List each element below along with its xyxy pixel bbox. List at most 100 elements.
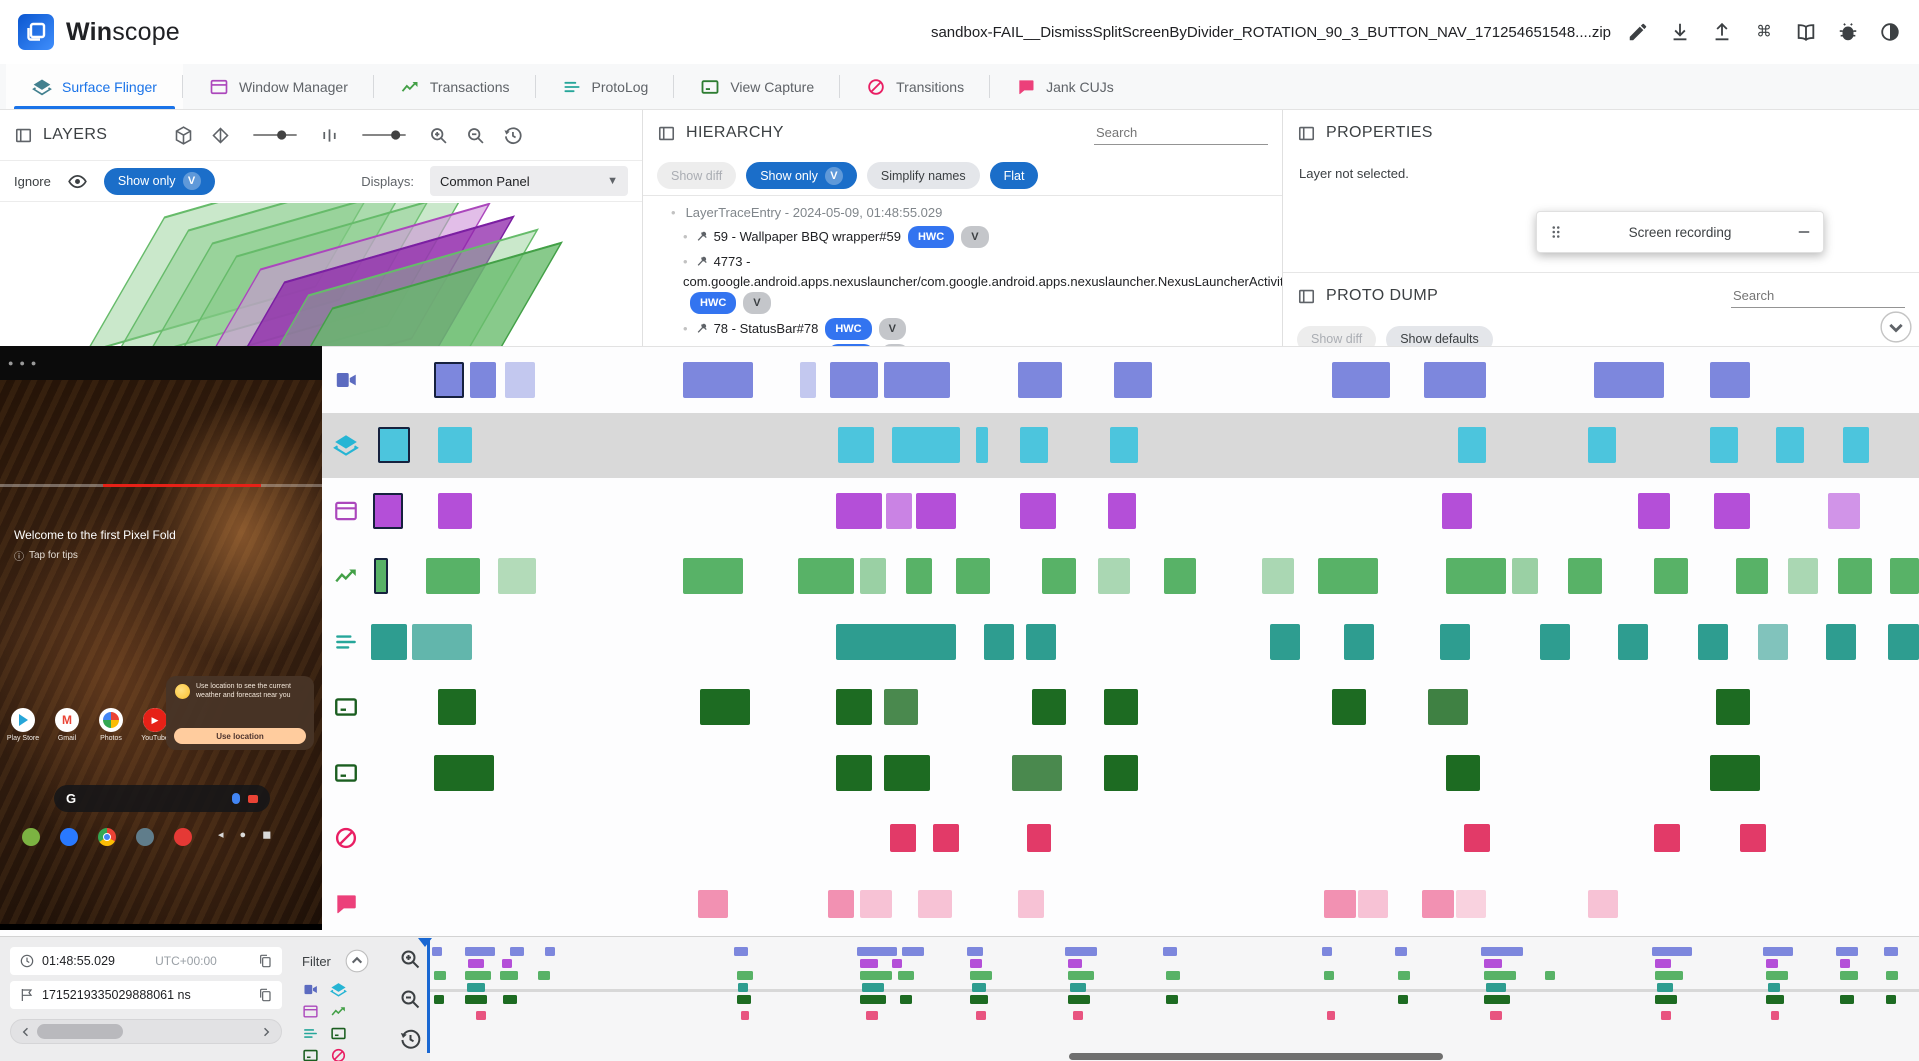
trace-entry-transactions[interactable]: [1838, 558, 1872, 595]
trace-entry-surface-flinger[interactable]: [378, 427, 410, 464]
show-defaults-button[interactable]: Show defaults: [1386, 325, 1493, 346]
trace-entry-transactions[interactable]: [1262, 558, 1294, 595]
trace-entry-window-manager[interactable]: [438, 492, 472, 529]
report-bug-icon[interactable]: [1837, 21, 1859, 43]
trace-entry-screen-recording[interactable]: [830, 361, 878, 398]
transitions-row-icon[interactable]: [333, 825, 359, 851]
trace-entry-surface-flinger[interactable]: [1458, 427, 1486, 464]
trace-entry-jank-cujs[interactable]: [698, 889, 728, 918]
chevron-left-icon[interactable]: [19, 1025, 33, 1039]
trace-entry-screen-recording[interactable]: [434, 361, 464, 398]
hierarchy-node[interactable]: • 4773 - com.google.android.apps.nexuslau…: [653, 250, 1282, 316]
proto-dump-search-input[interactable]: [1731, 284, 1905, 308]
trace-entry-protolog[interactable]: [1826, 623, 1856, 660]
dock-app-icon[interactable]: [136, 828, 154, 846]
filter-collapse-button[interactable]: [344, 948, 370, 974]
trace-entry-jank-cujs[interactable]: [1422, 889, 1454, 918]
trace-entry-protolog[interactable]: [412, 623, 472, 660]
surface-flinger-row-icon[interactable]: [333, 432, 359, 458]
trace-entry-transactions[interactable]: [1736, 558, 1768, 595]
protolog-row-icon[interactable]: [333, 629, 359, 655]
trace-entry-view-capture[interactable]: [700, 689, 750, 726]
trace-entry-jank-cujs[interactable]: [828, 889, 854, 918]
trace-entry-view-capture-2[interactable]: [836, 754, 872, 791]
timeline-horizontal-scrollbar[interactable]: [10, 1019, 282, 1044]
hierarchy-node[interactable]: •166 - Taskbar#166HWCV: [653, 342, 1272, 346]
displays-select[interactable]: Common Panel ▼: [430, 166, 628, 196]
trace-entry-protolog[interactable]: [1344, 623, 1374, 660]
download-icon[interactable]: [1669, 21, 1691, 43]
mic-icon[interactable]: [232, 793, 240, 804]
trace-entry-jank-cujs[interactable]: [1018, 889, 1044, 918]
google-search-bar[interactable]: G: [54, 785, 270, 812]
spacing-slider[interactable]: [247, 125, 303, 145]
scrollbar-thumb[interactable]: [37, 1024, 123, 1039]
app-shortcut-gmail[interactable]: M Gmail: [52, 708, 82, 742]
trace-entry-surface-flinger[interactable]: [838, 427, 874, 464]
dock-app-icon[interactable]: [174, 828, 192, 846]
pin-icon[interactable]: [696, 254, 709, 267]
transactions-row-icon[interactable]: [333, 563, 359, 589]
filter-protolog-icon[interactable]: [302, 1025, 319, 1042]
reset-view-icon[interactable]: [502, 125, 523, 146]
flat-button[interactable]: Flat: [989, 162, 1039, 189]
trace-entry-jank-cujs[interactable]: [1324, 889, 1356, 918]
filter-transitions-icon[interactable]: [330, 1047, 347, 1061]
upload-icon[interactable]: [1711, 21, 1733, 43]
layers-3d-canvas[interactable]: [0, 203, 642, 346]
simplify-names-button[interactable]: Simplify names: [866, 162, 980, 189]
trace-entry-surface-flinger[interactable]: [1710, 427, 1738, 464]
tab-protolog[interactable]: ProtoLog: [536, 64, 675, 109]
filter-window-icon[interactable]: [302, 1003, 319, 1020]
trace-entry-surface-flinger[interactable]: [892, 427, 960, 464]
trace-entry-transactions[interactable]: [906, 558, 932, 595]
trace-entry-window-manager[interactable]: [916, 492, 956, 529]
trace-entry-transactions[interactable]: [1446, 558, 1506, 595]
trace-entry-view-capture[interactable]: [438, 689, 476, 726]
trace-entry-surface-flinger[interactable]: [1110, 427, 1138, 464]
trace-entry-view-capture-2[interactable]: [1710, 754, 1760, 791]
keyboard-shortcuts-icon[interactable]: ⌘: [1753, 21, 1775, 43]
lens-camera-icon[interactable]: [248, 794, 258, 803]
app-shortcut-play-store[interactable]: Play Store: [7, 708, 39, 742]
rotation-slider[interactable]: [356, 125, 412, 145]
filter-videocam-icon[interactable]: [302, 981, 319, 998]
trace-entry-jank-cujs[interactable]: [1358, 889, 1388, 918]
trace-entry-screen-recording[interactable]: [1710, 361, 1750, 398]
trace-entry-transactions[interactable]: [374, 558, 388, 595]
trace-entry-transactions[interactable]: [860, 558, 886, 595]
hierarchy-show-diff-button[interactable]: Show diff: [657, 162, 737, 189]
trace-entry-transitions[interactable]: [1027, 824, 1051, 853]
trace-entry-transitions[interactable]: [933, 824, 959, 853]
trace-entry-transactions[interactable]: [1318, 558, 1378, 595]
trace-entry-transactions[interactable]: [1654, 558, 1688, 595]
trace-entry-view-capture[interactable]: [1428, 689, 1468, 726]
trace-entry-protolog[interactable]: [984, 623, 1014, 660]
trace-entry-protolog[interactable]: [1026, 623, 1056, 660]
trace-entry-protolog[interactable]: [1270, 623, 1300, 660]
trace-entry-transactions[interactable]: [1098, 558, 1130, 595]
trace-entry-transitions[interactable]: [1654, 824, 1680, 853]
hierarchy-show-only-button[interactable]: Show only V: [746, 162, 857, 189]
trace-entry-jank-cujs[interactable]: [1456, 889, 1486, 918]
hierarchy-node[interactable]: • 78 - StatusBar#78 HWC V: [653, 316, 1272, 342]
filter-view-capture-icon[interactable]: [330, 1025, 347, 1042]
layers-show-only-button[interactable]: Show only V: [103, 167, 215, 195]
trace-entry-screen-recording[interactable]: [800, 361, 816, 398]
trace-entry-surface-flinger[interactable]: [1776, 427, 1804, 464]
trace-entry-surface-flinger[interactable]: [1588, 427, 1616, 464]
tab-transactions[interactable]: Transactions: [374, 64, 536, 109]
trace-entry-screen-recording[interactable]: [470, 361, 496, 398]
trace-entry-protolog[interactable]: [1758, 623, 1788, 660]
tab-view-capture[interactable]: View Capture: [674, 64, 840, 109]
documentation-icon[interactable]: [1795, 21, 1817, 43]
timeline-minimap[interactable]: [430, 937, 1919, 1061]
trace-entry-screen-recording[interactable]: [1424, 361, 1486, 398]
app-shortcut-youtube[interactable]: ▶ YouTube: [140, 708, 170, 742]
tab-window-manager[interactable]: Window Manager: [183, 64, 374, 109]
trace-entry-view-capture-2[interactable]: [1012, 754, 1062, 791]
trace-entry-view-capture[interactable]: [1032, 689, 1066, 726]
trace-entry-jank-cujs[interactable]: [918, 889, 952, 918]
visibility-eye-icon[interactable]: [67, 171, 88, 192]
trace-entry-protolog[interactable]: [1698, 623, 1728, 660]
